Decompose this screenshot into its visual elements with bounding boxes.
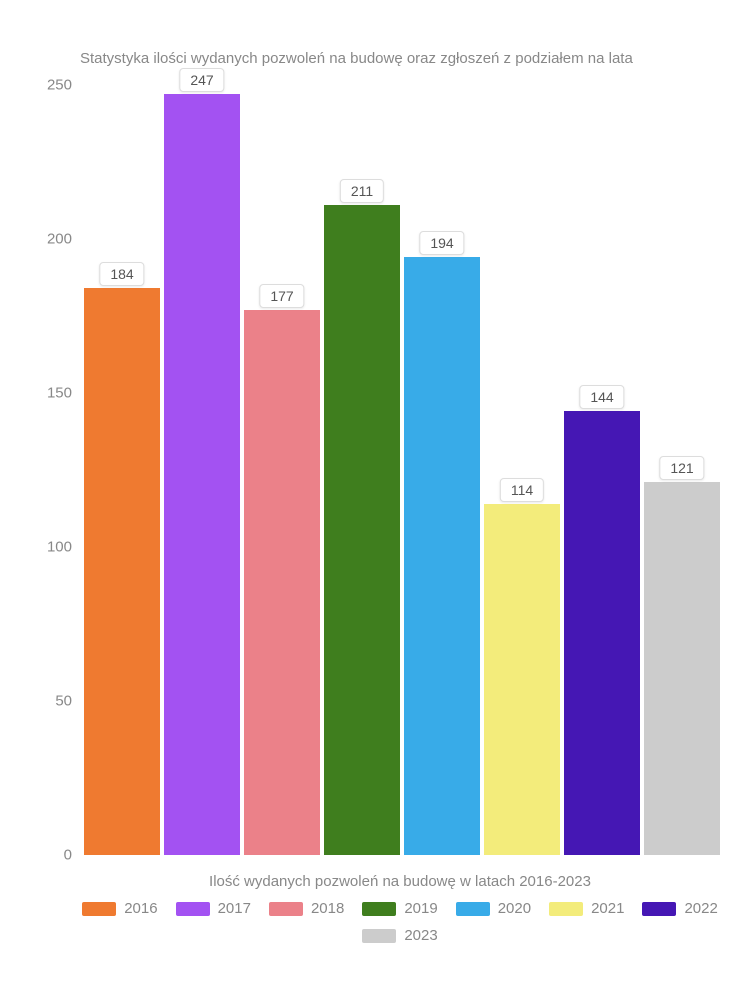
bar-2017: 247 xyxy=(164,94,240,855)
legend-label: 2019 xyxy=(404,900,437,917)
y-tick: 250 xyxy=(47,77,72,94)
bar-2021: 114 xyxy=(484,504,560,855)
legend-swatch xyxy=(176,902,210,916)
chart-area: 050100150200250 184247177211194114144121 xyxy=(30,85,720,855)
bar-wrap: 177 xyxy=(244,85,320,855)
bar-wrap: 121 xyxy=(644,85,720,855)
bar-value-label: 144 xyxy=(579,385,624,409)
legend-label: 2016 xyxy=(124,900,157,917)
bar-wrap: 211 xyxy=(324,85,400,855)
bar-2023: 121 xyxy=(644,482,720,855)
bar-value-label: 114 xyxy=(500,478,544,502)
legend-swatch xyxy=(362,902,396,916)
bar-2016: 184 xyxy=(84,288,160,855)
bar-2022: 144 xyxy=(564,411,640,855)
legend-label: 2018 xyxy=(311,900,344,917)
y-tick: 200 xyxy=(47,231,72,248)
bar-wrap: 194 xyxy=(404,85,480,855)
legend-swatch xyxy=(82,902,116,916)
bar-wrap: 184 xyxy=(84,85,160,855)
legend-label: 2020 xyxy=(498,900,531,917)
legend-label: 2023 xyxy=(404,927,437,944)
legend-item-2020: 2020 xyxy=(456,900,531,917)
y-axis: 050100150200250 xyxy=(30,85,80,855)
legend-item-2018: 2018 xyxy=(269,900,344,917)
y-tick: 50 xyxy=(55,693,72,710)
legend-swatch xyxy=(642,902,676,916)
legend-item-2022: 2022 xyxy=(642,900,717,917)
bar-wrap: 144 xyxy=(564,85,640,855)
bar-value-label: 184 xyxy=(99,262,144,286)
legend-item-2023: 2023 xyxy=(362,927,437,944)
x-axis-label: Ilość wydanych pozwoleń na budowę w lata… xyxy=(80,865,720,894)
bar-value-label: 211 xyxy=(340,179,384,203)
legend-swatch xyxy=(362,929,396,943)
legend-item-2016: 2016 xyxy=(82,900,157,917)
chart-title: Statystyka ilości wydanych pozwoleń na b… xyxy=(80,50,720,67)
legend-swatch xyxy=(456,902,490,916)
bar-2020: 194 xyxy=(404,257,480,855)
y-tick: 100 xyxy=(47,539,72,556)
legend-label: 2017 xyxy=(218,900,251,917)
bar-value-label: 247 xyxy=(179,68,224,92)
legend: 2016 2017 2018 2019 2020 2021 2022 2023 xyxy=(80,900,720,944)
bar-value-label: 121 xyxy=(659,456,704,480)
legend-label: 2022 xyxy=(684,900,717,917)
legend-swatch xyxy=(269,902,303,916)
bar-wrap: 247 xyxy=(164,85,240,855)
y-tick: 150 xyxy=(47,385,72,402)
bar-wrap: 114 xyxy=(484,85,560,855)
bar-value-label: 177 xyxy=(259,284,304,308)
plot-area: 184247177211194114144121 xyxy=(80,85,720,855)
bar-value-label: 194 xyxy=(419,231,464,255)
bar-2018: 177 xyxy=(244,310,320,855)
legend-label: 2021 xyxy=(591,900,624,917)
bar-2019: 211 xyxy=(324,205,400,855)
legend-item-2017: 2017 xyxy=(176,900,251,917)
legend-item-2021: 2021 xyxy=(549,900,624,917)
y-tick: 0 xyxy=(64,847,72,864)
legend-item-2019: 2019 xyxy=(362,900,437,917)
legend-swatch xyxy=(549,902,583,916)
